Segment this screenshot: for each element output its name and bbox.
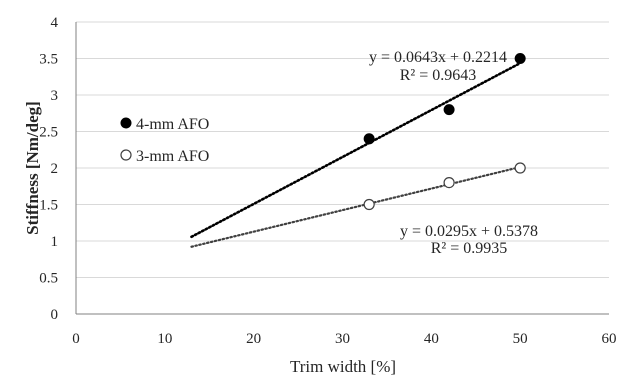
x-tick-label: 30: [335, 331, 350, 347]
trendline-series-1: [190, 61, 522, 239]
trendline-series-2: [190, 165, 522, 248]
data-points: [363, 53, 526, 211]
x-tick-label: 50: [513, 331, 528, 347]
y-tick-label: 2: [51, 161, 59, 177]
y-tick-label: 2.5: [39, 125, 58, 141]
y-tick-label: 3.5: [39, 52, 58, 68]
series-1-r2-label: R² = 0.9643: [400, 67, 477, 84]
gridlines: [76, 21, 609, 278]
x-tick-label: 10: [157, 331, 172, 347]
y-tick-label: 1: [51, 234, 59, 250]
data-point-series-1: [363, 133, 375, 145]
series-2-r2-label: R² = 0.9935: [431, 240, 508, 257]
y-tick-label: 4: [51, 15, 59, 31]
legend-label-4mm: 4-mm AFO: [136, 116, 209, 133]
series-2-equation: y = 0.0295x + 0.5378: [400, 223, 538, 240]
data-point-series-2: [443, 177, 455, 189]
y-axis-title: Stiffness [Nm/deg]: [23, 101, 42, 235]
series-1-equation: y = 0.0643x + 0.2214: [369, 49, 507, 66]
x-tick-label: 40: [424, 331, 439, 347]
data-point-series-1: [514, 53, 526, 64]
legend-marker-open-circle: [120, 149, 132, 161]
legend-marker-filled-circle: [120, 117, 132, 129]
x-tick-label: 0: [72, 331, 80, 347]
x-tick-label: 20: [246, 331, 261, 347]
data-point-series-2: [363, 198, 375, 211]
y-tick-label: 0: [51, 307, 59, 323]
x-tick-labels: 0 10 20 30 40 50 60: [72, 331, 616, 347]
y-tick-label: 0.5: [39, 271, 58, 287]
y-tick-labels: 0 0.5 1 1.5 2 2.5 3 3.5 4: [39, 15, 58, 323]
legend-label-3mm: 3-mm AFO: [136, 148, 209, 165]
x-tick-label: 60: [602, 331, 617, 347]
axes: [75, 22, 609, 315]
legend: 4-mm AFO 3-mm AFO: [120, 116, 209, 165]
y-tick-label: 3: [51, 88, 59, 104]
y-tick-label: 1.5: [39, 198, 58, 214]
data-point-series-2: [514, 162, 526, 174]
x-axis-title: Trim width [%]: [290, 357, 396, 376]
data-point-series-1: [443, 104, 455, 116]
trendlines: [190, 61, 522, 248]
